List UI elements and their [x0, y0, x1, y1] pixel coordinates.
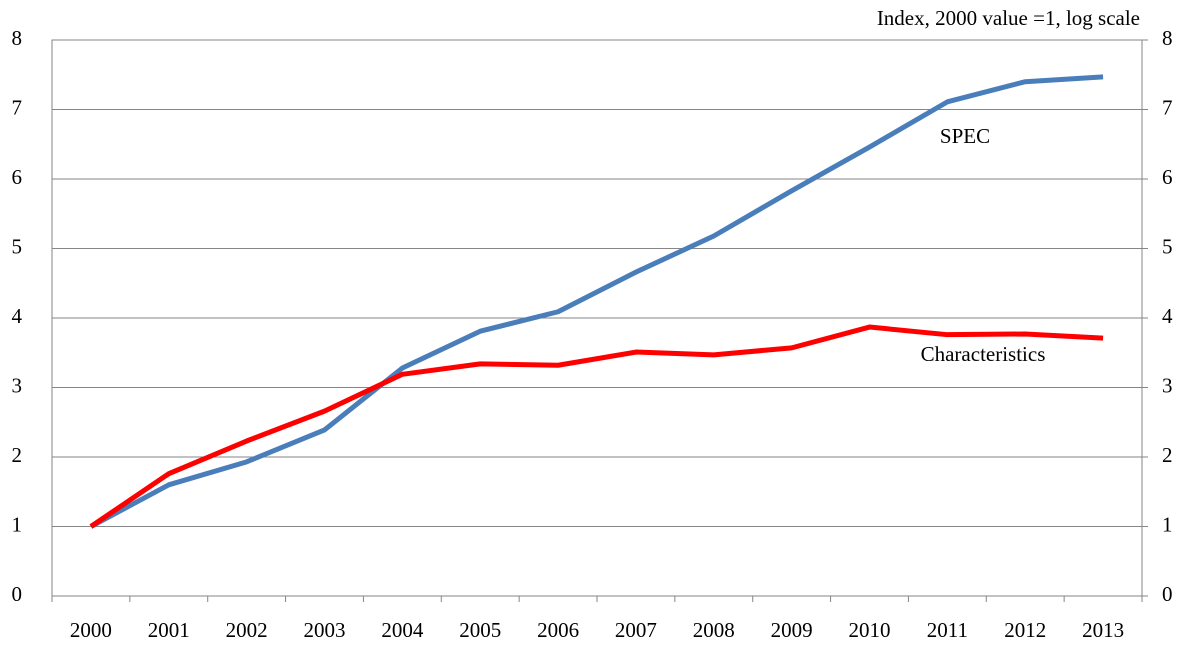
y2-tick-label: 4 — [1162, 304, 1173, 328]
y-tick-label: 0 — [12, 582, 23, 606]
x-tick-label: 2006 — [537, 618, 579, 642]
x-tick-label: 2002 — [226, 618, 268, 642]
x-tick-label: 2008 — [693, 618, 735, 642]
x-tick-label: 2011 — [927, 618, 968, 642]
x-tick-label: 2004 — [381, 618, 424, 642]
y-tick-label: 3 — [12, 373, 23, 397]
y2-tick-label: 2 — [1162, 443, 1173, 467]
x-tick-label: 2010 — [849, 618, 891, 642]
y2-tick-label: 6 — [1162, 165, 1173, 189]
series-line — [89, 324, 1104, 529]
series-label: SPEC — [940, 124, 990, 148]
y-tick-label: 6 — [12, 165, 23, 189]
y2-tick-label: 5 — [1162, 234, 1173, 258]
y-tick-label: 2 — [12, 443, 23, 467]
x-tick-label: 2012 — [1004, 618, 1046, 642]
y-tick-label: 5 — [12, 234, 23, 258]
y2-tick-label: 7 — [1162, 95, 1173, 119]
x-tick-label: 2001 — [148, 618, 190, 642]
y-tick-label: 1 — [12, 512, 23, 536]
x-tick-label: 2003 — [304, 618, 346, 642]
y-tick-label: 4 — [12, 304, 23, 328]
x-tick-label: 2007 — [615, 618, 657, 642]
x-tick-label: 2005 — [459, 618, 501, 642]
series-line — [89, 74, 1104, 529]
y-tick-label: 8 — [12, 26, 23, 50]
series-label: Characteristics — [921, 342, 1046, 366]
y-tick-label: 7 — [12, 95, 23, 119]
x-tick-label: 2013 — [1082, 618, 1124, 642]
x-tick-label: 2009 — [771, 618, 813, 642]
axis-label: Index, 2000 value =1, log scale — [877, 6, 1140, 30]
y2-tick-label: 0 — [1162, 582, 1173, 606]
x-tick-label: 2000 — [70, 618, 112, 642]
y2-tick-label: 3 — [1162, 373, 1173, 397]
y2-tick-label: 1 — [1162, 512, 1173, 536]
y2-tick-label: 8 — [1162, 26, 1173, 50]
